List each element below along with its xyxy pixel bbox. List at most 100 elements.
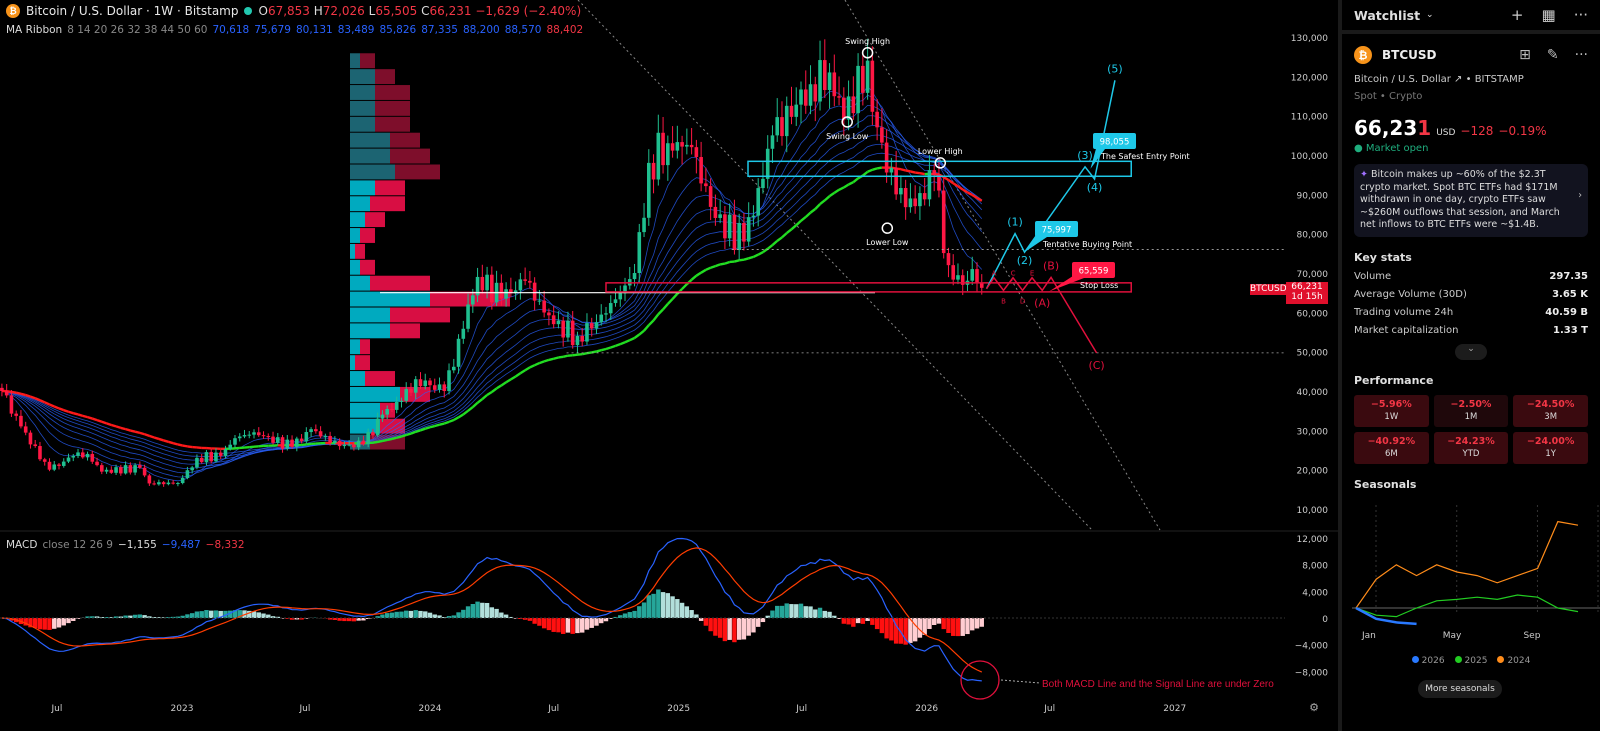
macd-histogram-bar [123,615,128,618]
candle [751,215,756,218]
candle [775,117,780,136]
macd-histogram-bar [261,613,266,618]
candle [851,96,856,114]
macd-histogram-bar [575,618,580,634]
candle [442,384,447,392]
macd-histogram-bar [484,602,490,618]
performance-cell[interactable]: −40.92% 6M [1354,431,1429,464]
ma-60-line [828,191,835,198]
volume-profile-up-bar [350,386,400,402]
chart-canvas[interactable]: 130,000 120,000 110,000 100,000 90,000 80,000… [0,0,1338,731]
volume-profile-down-bar [370,275,430,291]
macd-histogram-bar [194,611,200,618]
candle [461,328,466,339]
correction-wave-label: C [1011,270,1016,278]
price-last-digit: 1 [1417,116,1432,140]
edit-icon[interactable]: ✎ [1546,47,1559,63]
volume-profile-down-bar [375,85,410,100]
candle [699,157,703,184]
candle [109,469,114,473]
candle [142,467,147,476]
settings-icon: ⚙ [1309,701,1319,714]
callout-text: Tentative Buying Point [1042,240,1132,249]
ma-60-line [20,392,27,397]
chevron-down-icon[interactable]: ⌄ [1426,10,1434,20]
advanced-view-icon[interactable]: ▦ [1541,6,1556,24]
candle [946,253,951,266]
performance-cell[interactable]: −24.23% YTD [1433,431,1509,464]
price-tag-symbol: BTCUSD [1250,284,1287,295]
ma-60-line [15,391,22,395]
chevron-right-icon[interactable]: › [1578,190,1582,201]
watchlist-title[interactable]: Watchlist [1354,7,1421,23]
ma-60-line [624,339,631,344]
performance-cell[interactable]: −24.00% 1Y [1513,431,1588,464]
ma-60-line [415,429,421,433]
macd-histogram-bar [898,618,904,644]
candle [437,384,442,390]
symbol-name[interactable]: BTCUSD [1382,48,1437,62]
candle [861,65,865,93]
more-seasonals-button[interactable]: More seasonals [1418,680,1502,698]
ma-60-line [633,333,640,339]
ma-60-line [662,303,669,311]
macd-histogram-bar [270,616,276,618]
add-icon[interactable]: + [1510,6,1524,24]
candle [518,279,523,291]
macd-histogram-bar [727,618,732,640]
news-summary[interactable]: ✦ Bitcoin makes up ~60% of the $2.3T cry… [1354,164,1588,237]
macd-histogram-bar [851,618,856,627]
legend-item[interactable]: 2026 [1411,656,1445,666]
performance-cell[interactable]: −5.96% 1W [1354,394,1429,427]
macd-histogram-bar [180,615,185,618]
ma-ribbon-line [1,115,983,469]
symbol-description: Bitcoin / U.S. Dollar ↗ • BITSTAMP [1354,74,1524,85]
ma-60-line [514,372,522,378]
legend-item[interactable]: 2025 [1454,656,1487,666]
candle [661,132,665,166]
ma-ribbon-line [1,104,983,474]
macd-histogram-bar [337,618,342,621]
ma-60-line [49,403,55,408]
candle [214,452,218,462]
macd-histogram-bar [56,618,62,628]
more-icon[interactable]: ··· [1574,47,1588,63]
ma-60-line [605,346,612,351]
ma-60-line [34,397,41,402]
candle [447,370,451,392]
last-price: 66,231 USD −128 −0.19% [1354,116,1588,140]
candle [685,144,689,147]
expand-stats-button[interactable]: ⌄ [1455,343,1487,360]
candle [756,188,760,216]
candle [100,465,104,472]
ma-60-line [562,354,569,358]
ma-60-line [862,170,869,177]
macd-histogram-bar [865,618,870,621]
ma-60-line [68,410,74,415]
macd-histogram-bar [218,610,223,618]
macd-histogram-bar [622,613,628,618]
macd-line [1,537,982,682]
trendline [577,0,1093,531]
chart-title[interactable]: Bitcoin / U.S. Dollar · 1W · Bitstamp [26,4,239,18]
candle [708,186,713,207]
more-icon[interactable]: ··· [1573,6,1588,24]
candle [57,464,61,466]
candle [899,188,903,195]
ma-60-line [77,413,84,418]
layout-icon[interactable]: ⊞ [1519,47,1531,63]
annotation-arrow [1000,679,1041,684]
ma-ribbon-legend[interactable]: MA Ribbon 8 14 20 26 32 38 44 50 60 70,6… [6,24,583,36]
legend-item[interactable]: 2024 [1497,656,1530,666]
candle [827,72,832,90]
external-link-icon[interactable]: ↗ [1454,74,1463,85]
macd-legend[interactable]: MACD close 12 26 9 −1,155 −9,487 −8,332 [6,539,245,551]
candle [237,436,242,439]
performance-cell[interactable]: −24.50% 3M [1513,394,1588,427]
callout-box [1035,221,1078,237]
stat-row: Volume 297.35 [1354,271,1588,282]
performance-cell[interactable]: −2.50% 1M [1433,394,1509,427]
ma-60-line [900,168,906,172]
candle [765,148,770,179]
candle [723,214,727,239]
